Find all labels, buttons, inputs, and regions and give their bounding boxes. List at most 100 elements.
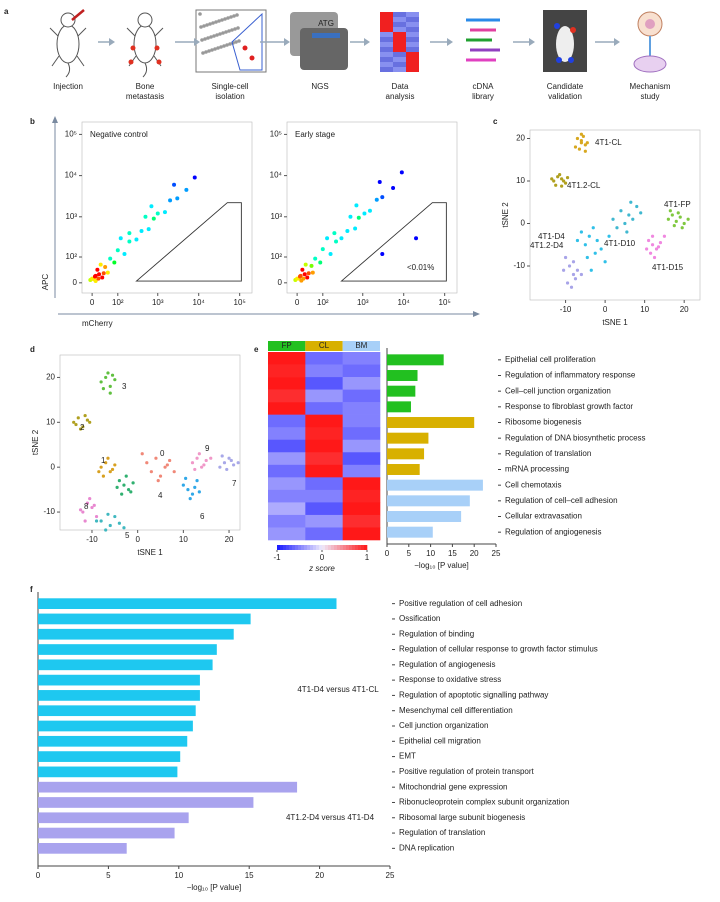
point	[110, 373, 115, 377]
arrowhead	[473, 311, 480, 317]
x-tick-label: 10⁵	[439, 298, 451, 307]
point	[113, 514, 117, 519]
column-label: BM	[355, 341, 367, 350]
point	[550, 177, 554, 181]
step-label: Mechanism	[630, 82, 671, 91]
event	[92, 274, 97, 279]
bar	[387, 354, 444, 366]
colorbar-step	[352, 545, 356, 550]
event	[127, 239, 132, 244]
event	[97, 272, 102, 277]
heatmap-cell	[305, 477, 343, 491]
bar	[38, 766, 178, 778]
event	[101, 271, 106, 276]
x-tick-label: 0	[36, 871, 41, 880]
event	[295, 276, 300, 281]
x-tick-label: 10⁴	[398, 298, 411, 307]
point	[94, 514, 99, 519]
event	[334, 239, 339, 244]
icon-selected-cell	[249, 55, 255, 61]
icon-cell-dot	[227, 29, 231, 33]
x-tick-label: 20	[225, 535, 234, 544]
point	[117, 521, 121, 525]
event	[380, 252, 385, 257]
point	[556, 175, 560, 179]
step-label: Single-cell	[212, 82, 249, 91]
bar	[38, 812, 189, 824]
event	[356, 215, 361, 220]
event	[320, 247, 325, 252]
heatmap-cell	[268, 439, 306, 453]
icon-heatmap-cell	[393, 57, 406, 62]
series-label: 4T1-FP	[664, 200, 691, 209]
point	[583, 149, 587, 153]
x-tick-label: 25	[386, 871, 395, 880]
point	[172, 470, 176, 474]
point	[593, 251, 597, 255]
icon-heatmap-cell	[406, 37, 419, 42]
event	[103, 265, 108, 270]
y-tick-label: 10²	[65, 252, 77, 261]
bar	[387, 385, 416, 397]
plot-frame	[529, 129, 701, 301]
icon-heatmap-cell	[406, 12, 419, 17]
icon-cell-dot	[210, 48, 214, 52]
event	[297, 274, 302, 279]
x-tick-label: 5	[106, 871, 111, 880]
event	[127, 231, 132, 236]
icon-cell-dot	[198, 12, 202, 16]
point	[668, 209, 672, 213]
event	[305, 275, 310, 280]
heatmap-cell	[342, 427, 381, 441]
y-tick-label: 10⁵	[65, 130, 77, 139]
icon-heatmap-cell	[380, 22, 393, 27]
icon-imaging-mouse	[556, 26, 574, 62]
heatmap-cell	[305, 514, 343, 528]
heatmap-cell	[268, 364, 306, 378]
event	[151, 216, 156, 221]
icon-cell-dot	[214, 20, 218, 24]
point	[78, 427, 83, 431]
icon-cell-dot	[217, 19, 221, 23]
point	[680, 226, 684, 230]
event	[98, 262, 103, 267]
category-label: Regulation of translation	[505, 449, 591, 458]
point	[607, 234, 611, 238]
point	[676, 211, 680, 215]
category-label: Mitochondrial gene expression	[399, 782, 508, 791]
x-tick-label: 10²	[317, 298, 329, 307]
point	[579, 139, 583, 143]
point	[200, 465, 204, 469]
icon-mouse-leg	[77, 27, 87, 37]
y-axis-label: tSNE 2	[31, 429, 40, 455]
icon-cell-dot	[211, 21, 215, 25]
icon-heatmap-cell	[393, 42, 406, 47]
heatmap-cell	[305, 452, 343, 466]
category-label: Regulation of cellular response to growt…	[399, 645, 598, 654]
heatmap-cell	[268, 352, 306, 365]
icon-cell-dot	[225, 43, 229, 47]
x-tick-label: 10⁴	[193, 298, 206, 307]
icon-heatmap-cell	[406, 62, 419, 67]
point	[672, 224, 676, 228]
icon-ngs-bar	[312, 33, 340, 38]
icon-cell-dot	[201, 51, 205, 55]
event	[192, 175, 197, 180]
icon-heatmap-cell	[380, 32, 393, 37]
series-label: 1	[101, 456, 106, 465]
point	[579, 230, 583, 234]
event	[184, 187, 189, 192]
series-label: 3	[122, 382, 127, 391]
colorbar-step	[304, 545, 308, 550]
point	[686, 217, 690, 221]
flow-arrowhead	[364, 38, 370, 46]
bar	[38, 644, 217, 655]
category-label: Mesenchymal cell differentiation	[399, 706, 513, 715]
colorbar-step	[346, 545, 350, 550]
point	[575, 136, 580, 141]
heatmap-cell	[342, 377, 381, 390]
y-axis-label: APC	[41, 274, 50, 291]
point	[83, 413, 87, 418]
icon-heatmap-cell	[380, 37, 393, 42]
x-tick-label: 10	[179, 535, 188, 544]
